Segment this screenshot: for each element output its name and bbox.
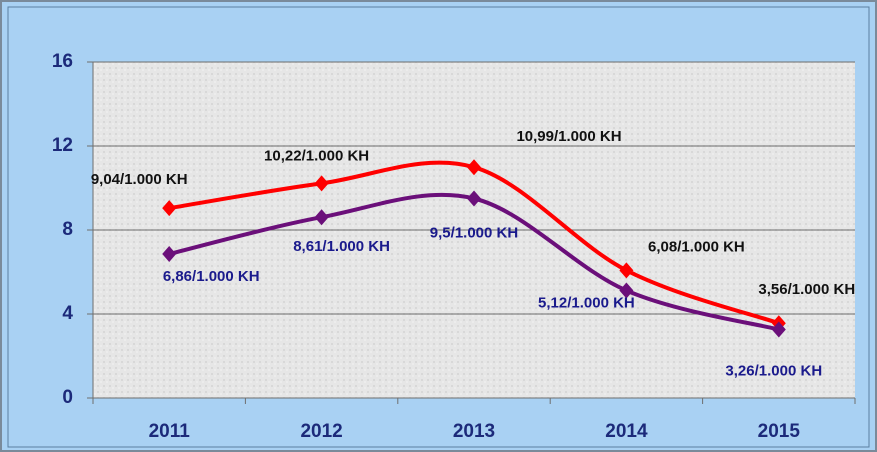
marker [162, 245, 177, 262]
marker [314, 209, 329, 226]
x-tick-label: 2012 [300, 421, 342, 442]
data-label: 3,56/1.000 KH [758, 281, 855, 298]
data-label: 6,86/1.000 KH [163, 268, 260, 285]
frame [7, 6, 870, 448]
data-label: 9,04/1.000 KH [91, 171, 188, 188]
marker [467, 190, 481, 207]
x-tick-label: 2013 [453, 421, 495, 442]
data-label: 9,5/1.000 KH [430, 224, 518, 241]
y-tick-label: 16 [52, 51, 73, 72]
x-tick-label: 2011 [149, 421, 191, 442]
marker [619, 282, 634, 299]
data-label: 6,08/1.000 KH [648, 238, 745, 255]
x-tick-label: 2015 [758, 421, 801, 442]
data-label: 10,22/1.000 KH [264, 147, 369, 164]
y-tick-label: 0 [62, 387, 73, 408]
marker [771, 321, 786, 338]
data-label: 5,12/1.000 KH [538, 294, 635, 311]
marker [467, 159, 481, 176]
marker [619, 262, 634, 279]
marker [314, 175, 329, 192]
y-tick-label: 8 [62, 219, 73, 240]
y-tick-label: 4 [62, 303, 73, 324]
data-label: 3,26/1.000 KH [725, 363, 822, 380]
y-tick-label: 12 [52, 135, 73, 156]
data-label: 10,99/1.000 KH [516, 128, 621, 145]
marker [162, 200, 177, 217]
data-label: 8,61/1.000 KH [293, 238, 390, 255]
x-tick-label: 2014 [605, 421, 648, 442]
